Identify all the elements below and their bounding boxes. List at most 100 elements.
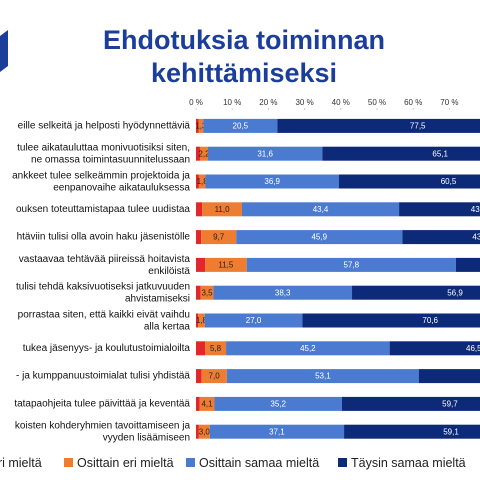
value-label: 11,5 [218, 261, 234, 270]
category-label: - ja kumppanuustoimialat tulisi yhdistää [16, 371, 190, 382]
value-label: 1,8 [196, 316, 208, 325]
x-tick-label: 10 % [223, 98, 241, 107]
value-label: 4,1 [201, 400, 213, 409]
bar-segment [207, 146, 323, 161]
legend-label: Täysin samaa mieltä [351, 456, 466, 470]
category-label-line: vyyden lisäämiseen [103, 432, 190, 443]
bar-segment [205, 341, 227, 356]
category-label-line: ne omassa toimintasuunnitelussaan [31, 154, 190, 165]
category-label: ankkeet tulee selkeämmin projektoida ja e… [12, 170, 190, 193]
legend-swatch [64, 458, 73, 467]
value-label: 27,0 [246, 316, 262, 325]
legend-swatch [338, 458, 347, 467]
bar-segment [201, 230, 237, 245]
value-label: 57,8 [344, 261, 360, 270]
category-label-line: vastaavaa tehtävää piireissä hoitavista [19, 254, 191, 265]
value-label: 31,6 [257, 149, 273, 158]
value-label: 5,8 [210, 344, 222, 353]
value-label: 59,1 [443, 427, 459, 436]
value-label: 9,7 [213, 233, 225, 242]
chart-title: kehittämiseksi [151, 58, 337, 88]
x-tick-label: 50 % [368, 98, 386, 107]
bar-segment [196, 118, 199, 133]
category-label-line: ankkeet tulee selkeämmin projektoida ja [12, 170, 190, 181]
category-label-line: ahvistamiseksi [125, 293, 190, 304]
value-label: 20,5 [233, 122, 249, 131]
value-label: 2,2 [198, 149, 210, 158]
bar-segment [205, 174, 339, 189]
category-label: htäviin tulisi olla avoin haku jäsenistö… [17, 232, 191, 243]
legend-label: Osittain samaa mieltä [199, 456, 319, 470]
bar-segment [196, 396, 200, 411]
bar-segment [203, 118, 278, 133]
category-label: porrastaa siten, että kaikki eivät vaihd… [18, 309, 191, 332]
category-label-line: tulee aikatauluttaa monivuotisiksi siten… [17, 142, 190, 153]
bar-segment [389, 341, 480, 356]
bar-segment [196, 202, 203, 217]
bar-segment [196, 146, 200, 161]
bar-segment [344, 424, 480, 439]
category-label-line: alla kertaa [144, 321, 191, 332]
legend-swatch [186, 458, 195, 467]
bar-segment [277, 118, 480, 133]
value-label: 3,0 [199, 427, 211, 436]
value-label: 3,5 [201, 288, 213, 297]
bar-segment [199, 396, 215, 411]
value-label: 45,9 [311, 233, 327, 242]
bar-segment [204, 313, 303, 328]
category-label: vastaavaa tehtävää piireissä hoitavista e… [19, 254, 191, 277]
value-label: 65,1 [432, 149, 448, 158]
bar-segment [201, 369, 227, 384]
value-label: 43,9 [471, 205, 480, 214]
bar-segment [418, 369, 480, 384]
bar-segment [196, 424, 199, 439]
category-label-line: koisten kohderyhmien tavoittamiseen ja [15, 420, 191, 431]
bar-segment [241, 202, 400, 217]
bar-segment [341, 396, 480, 411]
bar-segment [198, 174, 206, 189]
x-tick-label: 70 % [440, 98, 458, 107]
value-label: 1,3 [195, 122, 207, 131]
bar-segment [214, 396, 342, 411]
category-label: ouksen toteuttamistapaa tulee uudistaa [16, 204, 190, 215]
legend-label: eri mieltä [0, 456, 42, 470]
bar-segment [196, 285, 201, 300]
value-label: 1,8 [197, 177, 209, 186]
bar-segment [198, 424, 210, 439]
category-label: koisten kohderyhmien tavoittamiseen ja vy… [15, 420, 191, 443]
category-label-line: porrastaa siten, että kaikki eivät vaihd… [18, 309, 190, 320]
category-label: eille selkeitä ja helposti hyödynnettävi… [18, 121, 191, 132]
value-label: 37,1 [269, 427, 285, 436]
bar-segment [198, 118, 204, 133]
bar-segment [196, 369, 202, 384]
value-label: 46,5 [466, 344, 480, 353]
category-label: tulee aikatauluttaa monivuotisiksi siten… [17, 142, 190, 165]
category-label-line: enkilöistä [148, 266, 190, 277]
x-tick-label: 0 % [189, 98, 203, 107]
value-label: 36,9 [264, 177, 280, 186]
bar-segment [246, 257, 456, 272]
value-label: 43,0 [472, 233, 480, 242]
bar-segment [200, 285, 214, 300]
bar-segment [402, 230, 480, 245]
value-label: 56,9 [447, 288, 463, 297]
x-tick-label: 20 % [259, 98, 277, 107]
bar-segment [236, 230, 403, 245]
bar-segment [302, 313, 480, 328]
bar-segment [199, 146, 208, 161]
bar-segment [338, 174, 480, 189]
bar-segment [196, 313, 199, 328]
bar-segment [202, 202, 242, 217]
value-label: 38,3 [275, 288, 291, 297]
bar-segment [213, 285, 353, 300]
bar-segment [352, 285, 480, 300]
category-label: tatapaohjeita tulee päivittää ja keventä… [14, 399, 190, 410]
bar-segment [399, 202, 480, 217]
bar-segment [196, 230, 202, 245]
value-label: 60,5 [441, 177, 457, 186]
bar-segment [322, 146, 480, 161]
bar-segment [196, 257, 206, 272]
logo [0, 30, 8, 72]
x-tick-label: 40 % [332, 98, 350, 107]
